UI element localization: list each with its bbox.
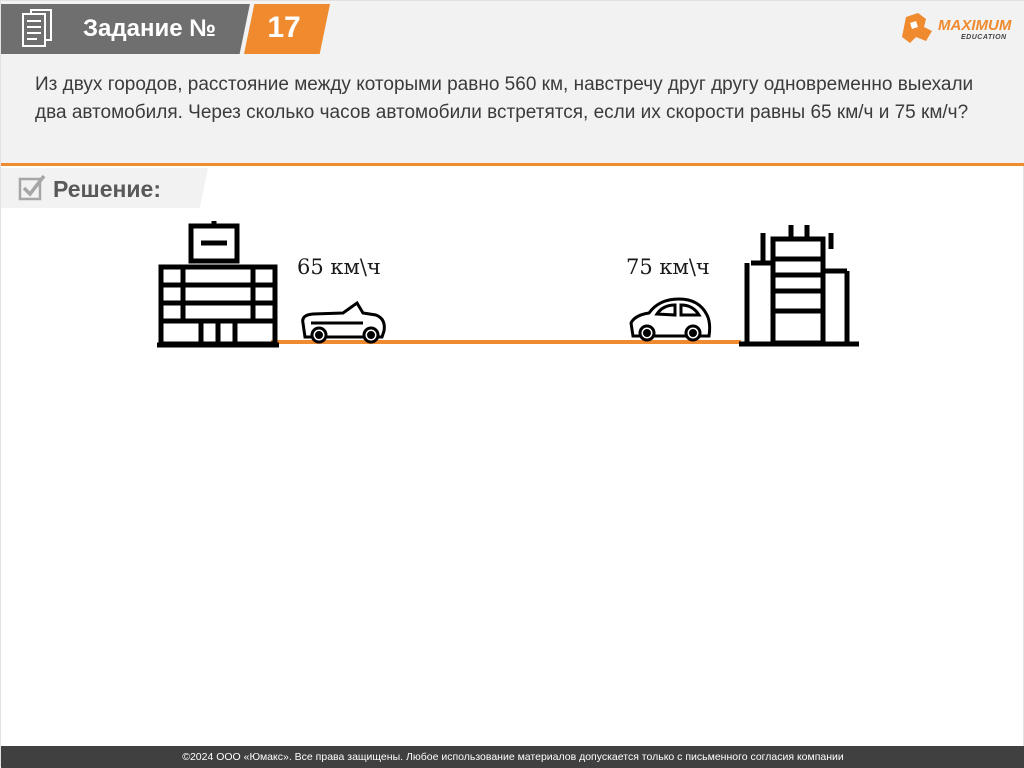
footer-copyright: ©2024 ООО «Юмакс». Все права защищены. Л… [1,746,1024,768]
retro-car-icon [629,297,712,342]
maximum-logo-icon [902,13,932,43]
motion-diagram-drawing [157,221,859,348]
checkbox-check-icon [18,174,46,201]
problem-statement: Из двух городов, расстояние между которы… [35,74,974,123]
logo-subtitle: EDUCATION [961,34,1007,41]
convertible-car-icon [301,300,386,344]
task-title: Задание № [83,15,216,42]
motion-diagram: 65 км\ч 75 км\ч [151,219,863,351]
solution-heading: Решение: [53,176,162,202]
task-number: 17 [267,11,301,44]
left-car-speed: 65 км\ч [297,255,381,279]
left-city-icon [157,221,279,348]
document-icon [22,9,52,47]
logo-name: MAXIMUM [938,17,1012,34]
right-car-speed: 75 км\ч [626,255,710,279]
right-city-icon [739,225,859,347]
task-number-badge [244,4,330,54]
